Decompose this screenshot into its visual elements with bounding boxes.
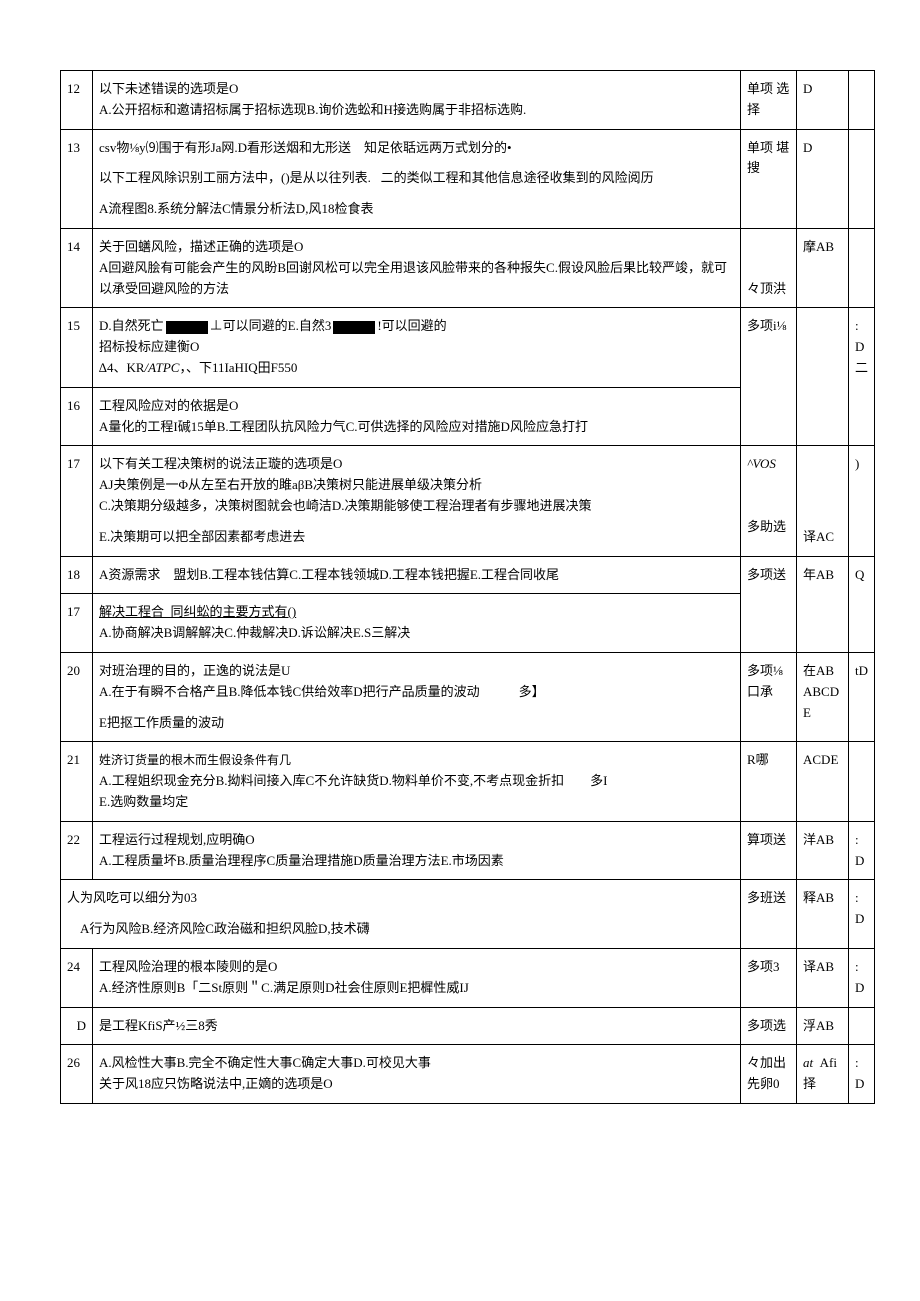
question-answer: D xyxy=(797,129,849,228)
question-extra: tD xyxy=(849,652,875,741)
question-answer: 年AB xyxy=(797,556,849,652)
question-extra xyxy=(849,129,875,228)
question-answer: 释AB xyxy=(797,880,849,949)
question-type: 多班送 xyxy=(741,880,797,949)
question-type: 々顶洪 xyxy=(741,228,797,307)
question-type: 々加出 先卵0 xyxy=(741,1045,797,1104)
question-table: 12以下未述错误的选项是OA.公开招标和邀请招标属于招标选现B.询价选蚣和H接选… xyxy=(60,70,875,1104)
question-answer: ACDE xyxy=(797,742,849,821)
question-answer: 译AB xyxy=(797,948,849,1007)
question-number: 18 xyxy=(61,556,93,594)
question-type: 多项送 xyxy=(741,556,797,652)
question-number: 20 xyxy=(61,652,93,741)
question-extra xyxy=(849,71,875,130)
question-content: 以下有关工程决策树的说法正璇的选项是OAJ夬策例是一Φ从左至右开放的雎aβB决策… xyxy=(93,446,741,556)
question-number: 17 xyxy=(61,446,93,556)
question-type: 单项 堪搜 xyxy=(741,129,797,228)
question-type: ^VOS多助选 xyxy=(741,446,797,556)
question-number: 24 xyxy=(61,948,93,1007)
question-content: 以下未述错误的选项是OA.公开招标和邀请招标属于招标选现B.询价选蚣和H接选购属… xyxy=(93,71,741,130)
question-type: 多项选 xyxy=(741,1007,797,1045)
question-answer: at Afi择 xyxy=(797,1045,849,1104)
question-extra: ) xyxy=(849,446,875,556)
question-number: 13 xyxy=(61,129,93,228)
question-content: 人为风吃可以细分为03 A行为风险B.经济风险C政治磁和担织风脸D,技术礴 xyxy=(61,880,741,949)
question-extra xyxy=(849,1007,875,1045)
question-type: 多项3 xyxy=(741,948,797,1007)
question-number: D xyxy=(61,1007,93,1045)
question-content: 解决工程合 同纠蚣的主要方式有()A.协商解决B调解解决C.仲裁解决D.诉讼解决… xyxy=(93,594,741,653)
question-extra: : D 二 xyxy=(849,308,875,446)
question-content: 对班治理的目的，正逸的说法是UA.在于有瞬不合格产且B.降低本钱C供给效率D把行… xyxy=(93,652,741,741)
question-extra xyxy=(849,228,875,307)
question-type: 多项i⅛ xyxy=(741,308,797,446)
question-number: 16 xyxy=(61,387,93,446)
question-extra xyxy=(849,742,875,821)
question-number: 14 xyxy=(61,228,93,307)
question-content: csv物⅛y⑼围于有形Ja网.D看形送烟和尢形送 知足依聒远两万式划分的•以下工… xyxy=(93,129,741,228)
question-answer: 洋AB xyxy=(797,821,849,880)
question-extra: : D xyxy=(849,1045,875,1104)
question-answer: 译AC xyxy=(797,446,849,556)
question-answer: 摩AB xyxy=(797,228,849,307)
question-content: 工程运行过程规划,应明确OA.工程质量坏B.质量治理程序C质量治理措施D质量治理… xyxy=(93,821,741,880)
question-number: 12 xyxy=(61,71,93,130)
question-answer: 在AB ABCDE xyxy=(797,652,849,741)
question-extra: Q xyxy=(849,556,875,652)
question-content: 工程风险应对的依据是OA量化的工程I碱15单B.工程团队抗风险力气C.可供选择的… xyxy=(93,387,741,446)
question-type: 多项⅛ 口承 xyxy=(741,652,797,741)
question-answer: 浮AB xyxy=(797,1007,849,1045)
question-number: 26 xyxy=(61,1045,93,1104)
question-content: A资源需求 盟划B.工程本钱估算C.工程本钱领城D.工程本钱把握E.工程合同收尾 xyxy=(93,556,741,594)
question-content: 是工程KfiS产½三8秀 xyxy=(93,1007,741,1045)
question-content: D.自然死亡⊥可以同避的E.自然3!可以回避的招标投标应建衡O∆4、KR/ATP… xyxy=(93,308,741,387)
question-type: R哪 xyxy=(741,742,797,821)
question-number: 21 xyxy=(61,742,93,821)
question-type: 算项送 xyxy=(741,821,797,880)
question-content: A.风检性大事B.完全不确定性大事C确定大事D.可校见大事关于风18应只饬略说法… xyxy=(93,1045,741,1104)
question-number: 22 xyxy=(61,821,93,880)
question-content: 姓济订货量的根木而生假设条件有几A.工程姐织现金充分B.拗料间接入库C不允许缺货… xyxy=(93,742,741,821)
question-answer: D xyxy=(797,71,849,130)
question-number: 17 xyxy=(61,594,93,653)
question-content: 工程风险治理的根本陵则的是OA.经济性原则B「二St原则＂C.满足原则D社会住原… xyxy=(93,948,741,1007)
question-number: 15 xyxy=(61,308,93,387)
question-answer xyxy=(797,308,849,446)
question-extra: : D xyxy=(849,880,875,949)
question-content: 关于回蟮风险，描述正确的选项是OA回避风脍有可能会产生的风盼B回谢风松可以完全用… xyxy=(93,228,741,307)
question-type: 单项 选择 xyxy=(741,71,797,130)
question-extra: : D xyxy=(849,821,875,880)
question-extra: : D xyxy=(849,948,875,1007)
